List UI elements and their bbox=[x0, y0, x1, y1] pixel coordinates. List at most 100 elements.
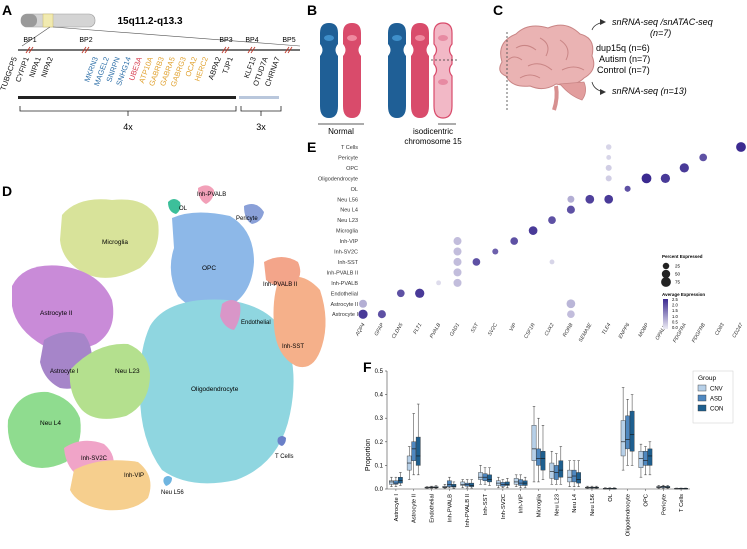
label-microglia: Microglia bbox=[102, 239, 128, 246]
dotplot-dot bbox=[436, 280, 442, 286]
dotplot-legend: Percent Expressed 25 50 75 Average Express… bbox=[661, 254, 705, 330]
brain-illustration bbox=[499, 24, 595, 112]
legend-size-dot bbox=[661, 269, 671, 279]
legend-color-tick: 2.5 bbox=[672, 297, 678, 302]
box-asd bbox=[500, 479, 506, 489]
idic-chromosome-blue bbox=[388, 23, 406, 118]
dotplot-dot bbox=[415, 288, 425, 298]
box-asd bbox=[553, 453, 559, 485]
box-asd bbox=[464, 479, 470, 489]
x-tick-label: Oligodendrocyte bbox=[626, 494, 632, 536]
box-asd bbox=[429, 485, 434, 489]
box-con bbox=[611, 487, 617, 490]
y-tick-label: 0.0 bbox=[375, 487, 384, 493]
dotplot-row-label: Inh-PVALB bbox=[331, 281, 358, 287]
dotplot-dot bbox=[358, 299, 368, 308]
assay-top-label: snRNA-seq /snATAC-seq bbox=[612, 17, 713, 27]
breakpoint-mark bbox=[81, 46, 87, 54]
dotplot-row-label: Inh-SV2C bbox=[334, 250, 358, 256]
assay-top-n: (n=7) bbox=[650, 28, 671, 38]
dotplot-row-label: Inh-PVALB II bbox=[327, 270, 359, 276]
x-tick-label: Neu L23 bbox=[554, 494, 560, 516]
panel-label-c: C bbox=[493, 2, 503, 18]
label-astrocyte-i: Astrocyte I bbox=[50, 369, 79, 375]
breakpoint-mark bbox=[250, 46, 256, 54]
dotplot-row-label: Astrocyte I bbox=[332, 312, 358, 318]
dotplot-col-label: GAD1 bbox=[449, 322, 461, 337]
label-oligodendrocyte: Oligodendrocyte bbox=[191, 386, 239, 393]
dotplot-dot bbox=[566, 205, 575, 214]
x-tick-label: OL bbox=[608, 493, 614, 502]
dotplot-dot bbox=[605, 144, 612, 150]
dotplot-row-label: Inh-SST bbox=[338, 260, 359, 266]
box-con bbox=[576, 460, 581, 487]
x-tick-label: Astrocyte I bbox=[394, 494, 400, 522]
copy-3x-label: 3x bbox=[256, 122, 266, 132]
legend-label: CON bbox=[710, 407, 723, 413]
x-tick-label: Inh-VIP bbox=[519, 494, 525, 513]
dotplot-dot bbox=[453, 257, 462, 266]
chromosome-ideogram bbox=[20, 13, 96, 28]
breakpoint-label: BP1 bbox=[23, 37, 36, 44]
dotplot-row-label: Neu L4 bbox=[340, 208, 358, 214]
zoom-line-right bbox=[52, 26, 301, 47]
dotplot-dot bbox=[492, 248, 499, 255]
duplication-bar-4x bbox=[18, 96, 236, 99]
dotplot-col-label: CLDN5 bbox=[391, 322, 405, 340]
gene-label: TJP1 bbox=[220, 56, 234, 76]
dotplot-dot bbox=[605, 175, 612, 182]
legend-swatch bbox=[697, 404, 707, 412]
normal-label: Normal bbox=[328, 127, 354, 136]
box-cnv bbox=[460, 479, 466, 489]
dotplot-col-label: MOBP bbox=[637, 322, 650, 339]
x-tick-label: Microglia bbox=[537, 493, 543, 517]
bracket-3x bbox=[240, 106, 282, 116]
x-tick-label: Inh-PVALB bbox=[447, 494, 453, 522]
box-asd bbox=[411, 413, 417, 476]
isodicentric-chromosome bbox=[431, 22, 458, 119]
cluster-microglia bbox=[60, 199, 159, 278]
breakpoint-label: BP4 bbox=[245, 37, 258, 44]
y-axis-label: Proportion bbox=[365, 439, 372, 471]
dotplot-row-label: Astrocyte II bbox=[330, 302, 358, 308]
zoom-line-left bbox=[21, 26, 51, 47]
dotplot-row-label: Neu L23 bbox=[337, 218, 358, 224]
dotplot-dot bbox=[604, 194, 614, 204]
breakpoint-mark bbox=[25, 46, 31, 54]
label-inh-vip: Inh-VIP bbox=[124, 473, 144, 479]
box-cnv bbox=[602, 487, 608, 490]
dotplot-row-label: Oligodendrocyte bbox=[318, 176, 358, 182]
dotplot-row-label: Neu L56 bbox=[337, 197, 358, 203]
label-neu-l4: Neu L4 bbox=[40, 420, 61, 427]
box-cnv bbox=[656, 485, 662, 489]
breakpoint-mark bbox=[247, 46, 253, 54]
breakpoint-label: BP5 bbox=[282, 37, 295, 44]
dotplot-dot bbox=[660, 173, 671, 183]
label-opc: OPC bbox=[202, 265, 216, 272]
dotplot-col-label: TLE4 bbox=[601, 322, 612, 336]
box-cnv bbox=[585, 485, 590, 489]
box-con bbox=[558, 446, 564, 485]
legend-color-tick: 2.0 bbox=[672, 303, 678, 308]
panel-d-tsne: OL Inh-PVALB Pericyte Microglia OPC Inh-… bbox=[7, 185, 326, 511]
normal-chromosome-blue bbox=[320, 23, 338, 118]
cluster-inh-vip bbox=[70, 460, 151, 511]
y-tick-label: 0.2 bbox=[375, 440, 384, 446]
cluster-endothelial bbox=[220, 300, 241, 330]
dotplot-dot bbox=[453, 247, 462, 256]
panel-c: snRNA-seq /snATAC-seq (n=7) dup15q (n=6)… bbox=[499, 17, 713, 112]
dotplot-col-label: PVALB bbox=[429, 322, 443, 340]
box-con bbox=[398, 472, 403, 486]
box-con bbox=[487, 467, 492, 486]
x-tick-label: Neu L56 bbox=[590, 494, 596, 516]
legend-swatch bbox=[697, 394, 707, 402]
box-asd bbox=[607, 487, 613, 490]
label-neu-l56: Neu L56 bbox=[161, 490, 184, 496]
dotplot-dot bbox=[377, 310, 386, 319]
dotplot-col-label: VIP bbox=[509, 322, 519, 333]
box-con bbox=[683, 487, 688, 490]
legend-size-label: 25 bbox=[675, 264, 681, 269]
label-ol: OL bbox=[179, 206, 188, 212]
breakpoints: BP1 BP2 BP3 BP4 BP5 bbox=[23, 37, 296, 54]
dotplot-row-label: Pericyte bbox=[338, 155, 358, 161]
